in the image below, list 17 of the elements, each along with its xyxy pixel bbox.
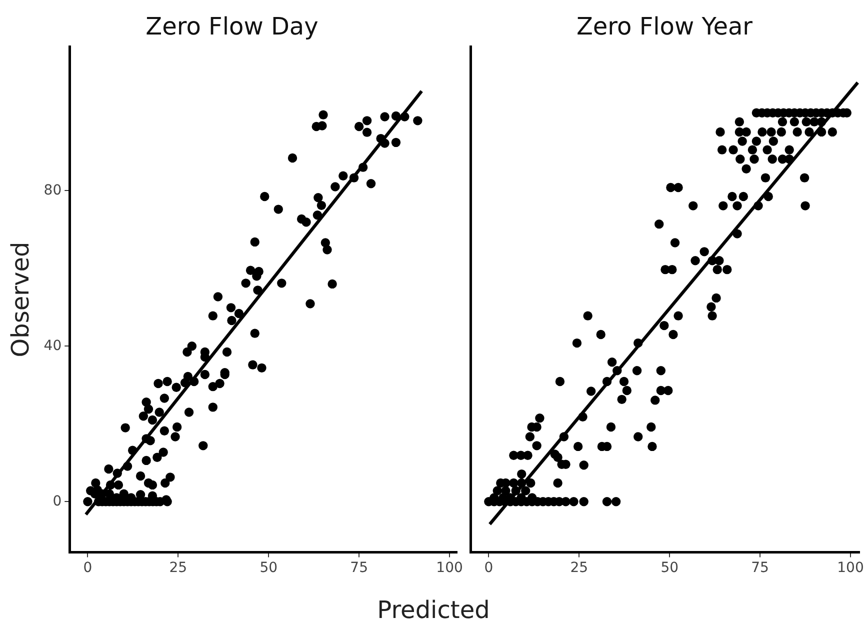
- x-tick-label: 100: [837, 560, 864, 576]
- y-tick-label: 80: [44, 182, 62, 198]
- chart-title: Zero Flow Day: [146, 12, 318, 41]
- chart-title: Zero Flow Year: [576, 12, 753, 41]
- x-tick-label: 0: [83, 560, 92, 576]
- x-tick-label: 75: [350, 560, 368, 576]
- y-tick-label: 40: [44, 338, 62, 354]
- x-tick-label: 50: [260, 560, 278, 576]
- x-tick-label: 25: [570, 560, 588, 576]
- x-tick-label: 0: [484, 560, 494, 576]
- x-tick-label: 75: [751, 560, 769, 576]
- x-tick-label: 50: [660, 560, 679, 576]
- x-axis-title: Predicted: [376, 596, 491, 624]
- x-tick-label: 100: [436, 560, 463, 576]
- y-tick-label: 0: [52, 493, 62, 510]
- x-tick-label: 25: [169, 560, 188, 576]
- y-axis-title: Observed: [6, 242, 35, 358]
